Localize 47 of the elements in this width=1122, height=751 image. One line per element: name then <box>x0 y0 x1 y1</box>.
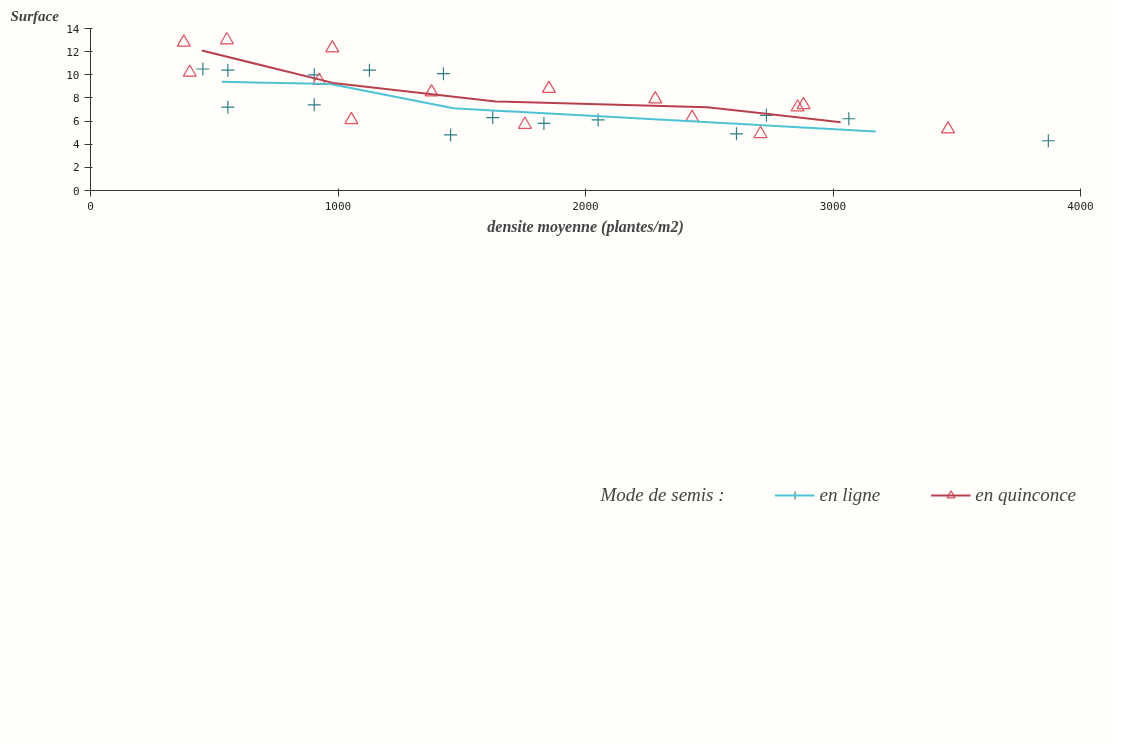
legend-label: en quinconce <box>975 484 1076 506</box>
point <box>591 112 606 128</box>
legend-title: Mode de semis : <box>600 484 725 506</box>
point <box>759 108 774 123</box>
line-series <box>220 80 877 133</box>
point <box>648 90 663 104</box>
point <box>753 125 768 139</box>
point <box>325 40 340 53</box>
x-axis-title: densite moyenne (plantes/m2) <box>487 217 684 236</box>
y-axis-title: Surface <box>10 7 60 24</box>
point <box>1041 133 1056 148</box>
y-tick-label: 0 <box>72 184 80 198</box>
legend-label: en ligne <box>819 484 881 506</box>
x-tick-label: 0 <box>87 199 94 213</box>
point <box>536 116 552 131</box>
point <box>220 100 235 115</box>
y-tick-label: 8 <box>72 91 80 105</box>
x-tick-label: 2000 <box>572 199 599 213</box>
x-tick-label: 1000 <box>324 199 352 213</box>
point <box>790 99 805 112</box>
y-tick-label: 4 <box>72 138 80 152</box>
point <box>219 31 234 45</box>
point <box>485 110 500 125</box>
point <box>796 96 811 110</box>
line-series <box>200 49 842 124</box>
point <box>344 111 359 125</box>
y-tick-label: 2 <box>72 161 80 175</box>
point <box>541 80 556 94</box>
point <box>729 126 744 141</box>
point <box>443 127 458 143</box>
point <box>220 63 235 78</box>
point <box>436 66 451 81</box>
x-tick-label: 3000 <box>819 199 847 213</box>
y-tick-label: 12 <box>66 45 80 59</box>
point <box>517 116 532 129</box>
x-tick-label: 4000 <box>1067 199 1094 213</box>
point <box>940 121 956 134</box>
point <box>195 61 210 77</box>
point <box>176 34 191 47</box>
y-tick-label: 6 <box>72 115 80 129</box>
point <box>424 84 439 97</box>
y-tick-label: 10 <box>66 68 80 82</box>
point <box>182 64 197 77</box>
y-tick-label: 14 <box>66 22 80 36</box>
point <box>307 97 322 112</box>
point <box>362 63 377 78</box>
point <box>841 111 856 126</box>
